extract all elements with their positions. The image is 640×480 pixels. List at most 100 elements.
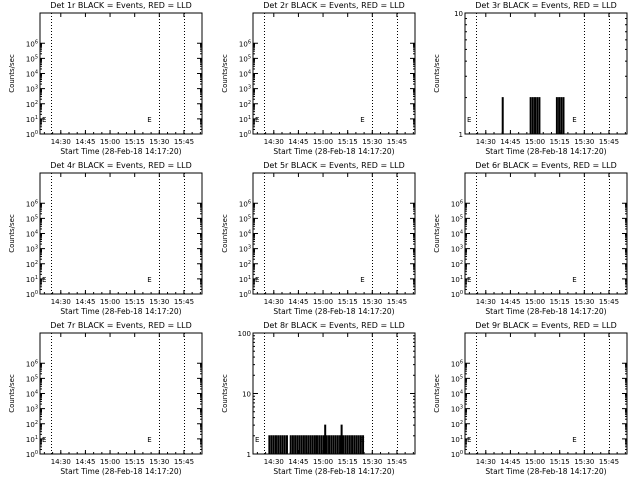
y-tick-label: 10	[242, 391, 251, 399]
y-tick-label: 106	[451, 199, 463, 208]
x-tick-label: 15:30	[362, 138, 382, 146]
x-tick-label: 14:30	[476, 138, 496, 146]
annotation-mark: E	[42, 276, 46, 284]
x-axis-label: Start Time (28-Feb-18 14:17:20)	[273, 147, 394, 156]
y-tick-label: 106	[26, 199, 38, 208]
x-tick-label: 14:45	[288, 298, 308, 306]
x-tick-label: 15:15	[338, 138, 358, 146]
plot-frame	[464, 12, 628, 135]
x-tick-label: 15:00	[525, 298, 545, 306]
y-tick-label: 103	[239, 245, 251, 254]
annotation-mark: E	[467, 116, 471, 124]
x-tick-label: 14:45	[500, 458, 520, 466]
x-tick-label: 14:30	[476, 458, 496, 466]
y-tick-label: 106	[239, 39, 251, 48]
y-axis-label: Counts/sec	[433, 374, 441, 413]
x-tick-label: 15:00	[100, 298, 120, 306]
y-tick-label: 102	[239, 100, 251, 109]
y-tick-label: 102	[26, 420, 38, 429]
y-tick-label: 100	[239, 130, 251, 139]
x-tick-label: 14:45	[75, 298, 95, 306]
x-tick-label: 15:30	[574, 138, 594, 146]
x-tick-label: 15:30	[362, 298, 382, 306]
y-tick-label: 105	[451, 214, 463, 223]
detector-panel-5: Det 5r BLACK = Events, RED = LLD 14:30 14:…	[221, 161, 416, 316]
y-tick-label: 104	[239, 70, 251, 79]
y-tick-label: 100	[239, 290, 251, 299]
detector-panel-9: Det 9r BLACK = Events, RED = LLD 14:30 14:…	[433, 321, 628, 476]
x-tick-label: 15:30	[574, 298, 594, 306]
annotation-mark: E	[42, 436, 46, 444]
y-tick-label: 104	[451, 230, 463, 239]
y-axis-label: Counts/sec	[433, 214, 441, 253]
x-tick-label: 15:45	[174, 138, 194, 146]
x-tick-label: 15:45	[387, 138, 407, 146]
annotation-mark: E	[360, 276, 364, 284]
event-burst	[268, 435, 289, 455]
y-tick-label: 106	[239, 199, 251, 208]
detector-panel-4: Det 4r BLACK = Events, RED = LLD 14:30 14:…	[8, 161, 203, 316]
y-axis-label: Counts/sec	[8, 374, 16, 413]
x-tick-label: 15:15	[125, 458, 145, 466]
y-tick-label: 103	[451, 245, 463, 254]
y-tick-label: 104	[239, 230, 251, 239]
x-tick-label: 14:30	[51, 458, 71, 466]
y-tick-label: 102	[451, 420, 463, 429]
y-tick-label: 104	[26, 70, 38, 79]
panel-title: Det 3r BLACK = Events, RED = LLD	[475, 1, 617, 10]
x-axis-label: Start Time (28-Feb-18 14:17:20)	[485, 467, 606, 476]
x-tick-label: 15:15	[125, 298, 145, 306]
y-tick-label: 106	[451, 359, 463, 368]
x-tick-label: 14:45	[288, 458, 308, 466]
x-tick-label: 15:45	[387, 298, 407, 306]
panel-title: Det 9r BLACK = Events, RED = LLD	[475, 321, 617, 330]
y-tick-label: 104	[26, 390, 38, 399]
y-axis-label: Counts/sec	[221, 214, 229, 253]
y-tick-label: 100	[26, 130, 38, 139]
x-tick-label: 15:30	[149, 138, 169, 146]
event-burst	[315, 435, 325, 455]
x-tick-label: 15:30	[574, 458, 594, 466]
x-tick-label: 15:15	[550, 138, 570, 146]
y-tick-label: 1	[459, 131, 463, 139]
x-tick-label: 15:15	[338, 458, 358, 466]
annotation-mark: E	[572, 436, 576, 444]
x-tick-label: 15:15	[338, 298, 358, 306]
y-tick-label: 106	[26, 359, 38, 368]
y-tick-label: 102	[239, 260, 251, 269]
x-tick-label: 15:00	[100, 138, 120, 146]
x-tick-label: 15:45	[599, 138, 619, 146]
x-tick-label: 15:00	[313, 458, 333, 466]
y-tick-label: 104	[451, 390, 463, 399]
annotation-mark: E	[467, 436, 471, 444]
event-burst	[342, 435, 365, 455]
x-tick-label: 14:30	[51, 298, 71, 306]
y-axis-label: Counts/sec	[221, 374, 229, 413]
y-tick-label: 101	[26, 435, 38, 444]
x-tick-label: 15:45	[599, 458, 619, 466]
annotation-mark: E	[255, 276, 259, 284]
y-tick-label: 101	[26, 115, 38, 124]
panel-title: Det 2r BLACK = Events, RED = LLD	[263, 1, 405, 10]
annotation-mark: E	[360, 116, 364, 124]
x-tick-label: 15:45	[599, 298, 619, 306]
x-tick-label: 14:30	[476, 298, 496, 306]
y-tick-label: 103	[26, 405, 38, 414]
y-tick-label: 101	[451, 435, 463, 444]
y-tick-label: 102	[26, 100, 38, 109]
x-tick-label: 15:00	[525, 138, 545, 146]
y-axis-label: Counts/sec	[433, 54, 441, 93]
x-tick-label: 15:00	[313, 138, 333, 146]
x-tick-label: 15:45	[387, 458, 407, 466]
x-axis-label: Start Time (28-Feb-18 14:17:20)	[485, 307, 606, 316]
plot-frame	[252, 12, 416, 135]
detector-panel-3: Det 3r BLACK = Events, RED = LLD 14:30 14:…	[433, 1, 628, 156]
x-tick-label: 14:30	[264, 458, 284, 466]
x-tick-label: 14:30	[51, 138, 71, 146]
x-tick-label: 14:45	[500, 138, 520, 146]
panel-title: Det 8r BLACK = Events, RED = LLD	[263, 321, 405, 330]
x-tick-label: 15:30	[149, 298, 169, 306]
x-axis-label: Start Time (28-Feb-18 14:17:20)	[273, 307, 394, 316]
event-burst	[501, 97, 504, 135]
x-axis-label: Start Time (28-Feb-18 14:17:20)	[485, 147, 606, 156]
